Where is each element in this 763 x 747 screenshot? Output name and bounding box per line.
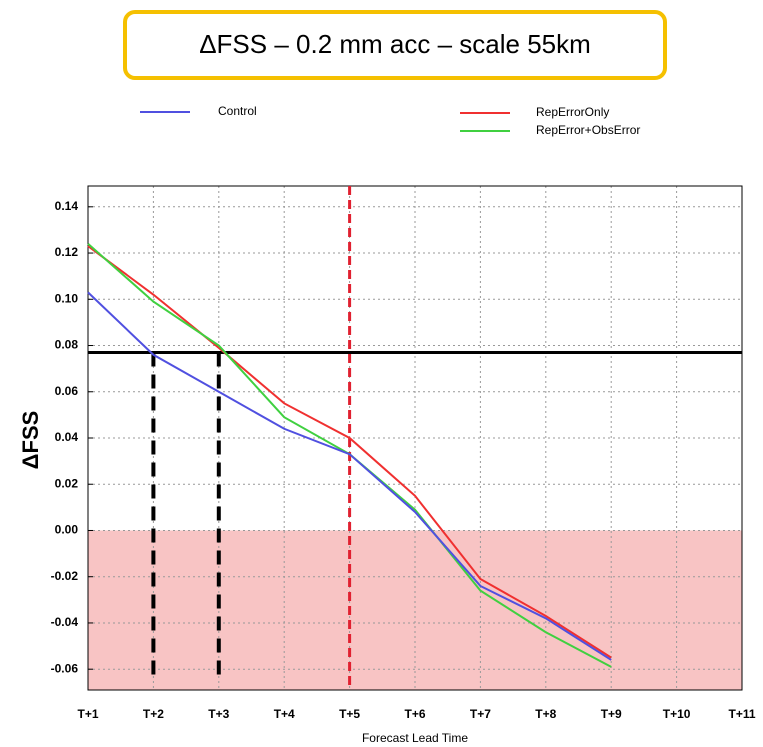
x-tick-label: T+1 bbox=[77, 707, 98, 721]
x-tick-label: T+11 bbox=[728, 707, 755, 721]
y-tick-label: 0.04 bbox=[55, 430, 79, 444]
y-tick-label: 0.14 bbox=[55, 199, 79, 213]
y-tick-label: -0.04 bbox=[51, 615, 79, 629]
legend-label: Control bbox=[218, 104, 257, 118]
y-tick-label: 0.12 bbox=[55, 245, 79, 259]
x-tick-label: T+3 bbox=[208, 707, 229, 721]
y-tick-label: -0.06 bbox=[51, 661, 79, 675]
chart-title: ΔFSS – 0.2 mm acc – scale 55km bbox=[199, 29, 591, 59]
series-line bbox=[87, 245, 612, 659]
y-tick-label: 0.06 bbox=[55, 384, 79, 398]
x-tick-label: T+9 bbox=[601, 707, 622, 721]
x-tick-label: T+6 bbox=[404, 707, 425, 721]
x-axis-label: Forecast Lead Time bbox=[362, 731, 468, 745]
y-tick-label: 0.02 bbox=[55, 476, 79, 490]
x-tick-label: T+7 bbox=[470, 707, 491, 721]
x-tick-label: T+4 bbox=[274, 707, 295, 721]
legend-label: RepErrorOnly bbox=[536, 105, 609, 119]
y-tick-label: 0.00 bbox=[55, 523, 79, 537]
y-tick-label: -0.02 bbox=[51, 569, 79, 583]
y-tick-label: 0.10 bbox=[55, 291, 79, 305]
plot-frame bbox=[87, 185, 743, 691]
x-tick-label: T+2 bbox=[143, 707, 164, 721]
x-tick-label: T+10 bbox=[663, 707, 691, 721]
y-axis-label: ΔFSS bbox=[18, 411, 43, 470]
x-tick-label: T+5 bbox=[339, 707, 360, 721]
legend-label: RepError+ObsError bbox=[536, 123, 640, 137]
title-box bbox=[123, 10, 667, 80]
series-line bbox=[87, 291, 612, 661]
y-tick-label: 0.08 bbox=[55, 338, 79, 352]
x-tick-label: T+8 bbox=[535, 707, 556, 721]
